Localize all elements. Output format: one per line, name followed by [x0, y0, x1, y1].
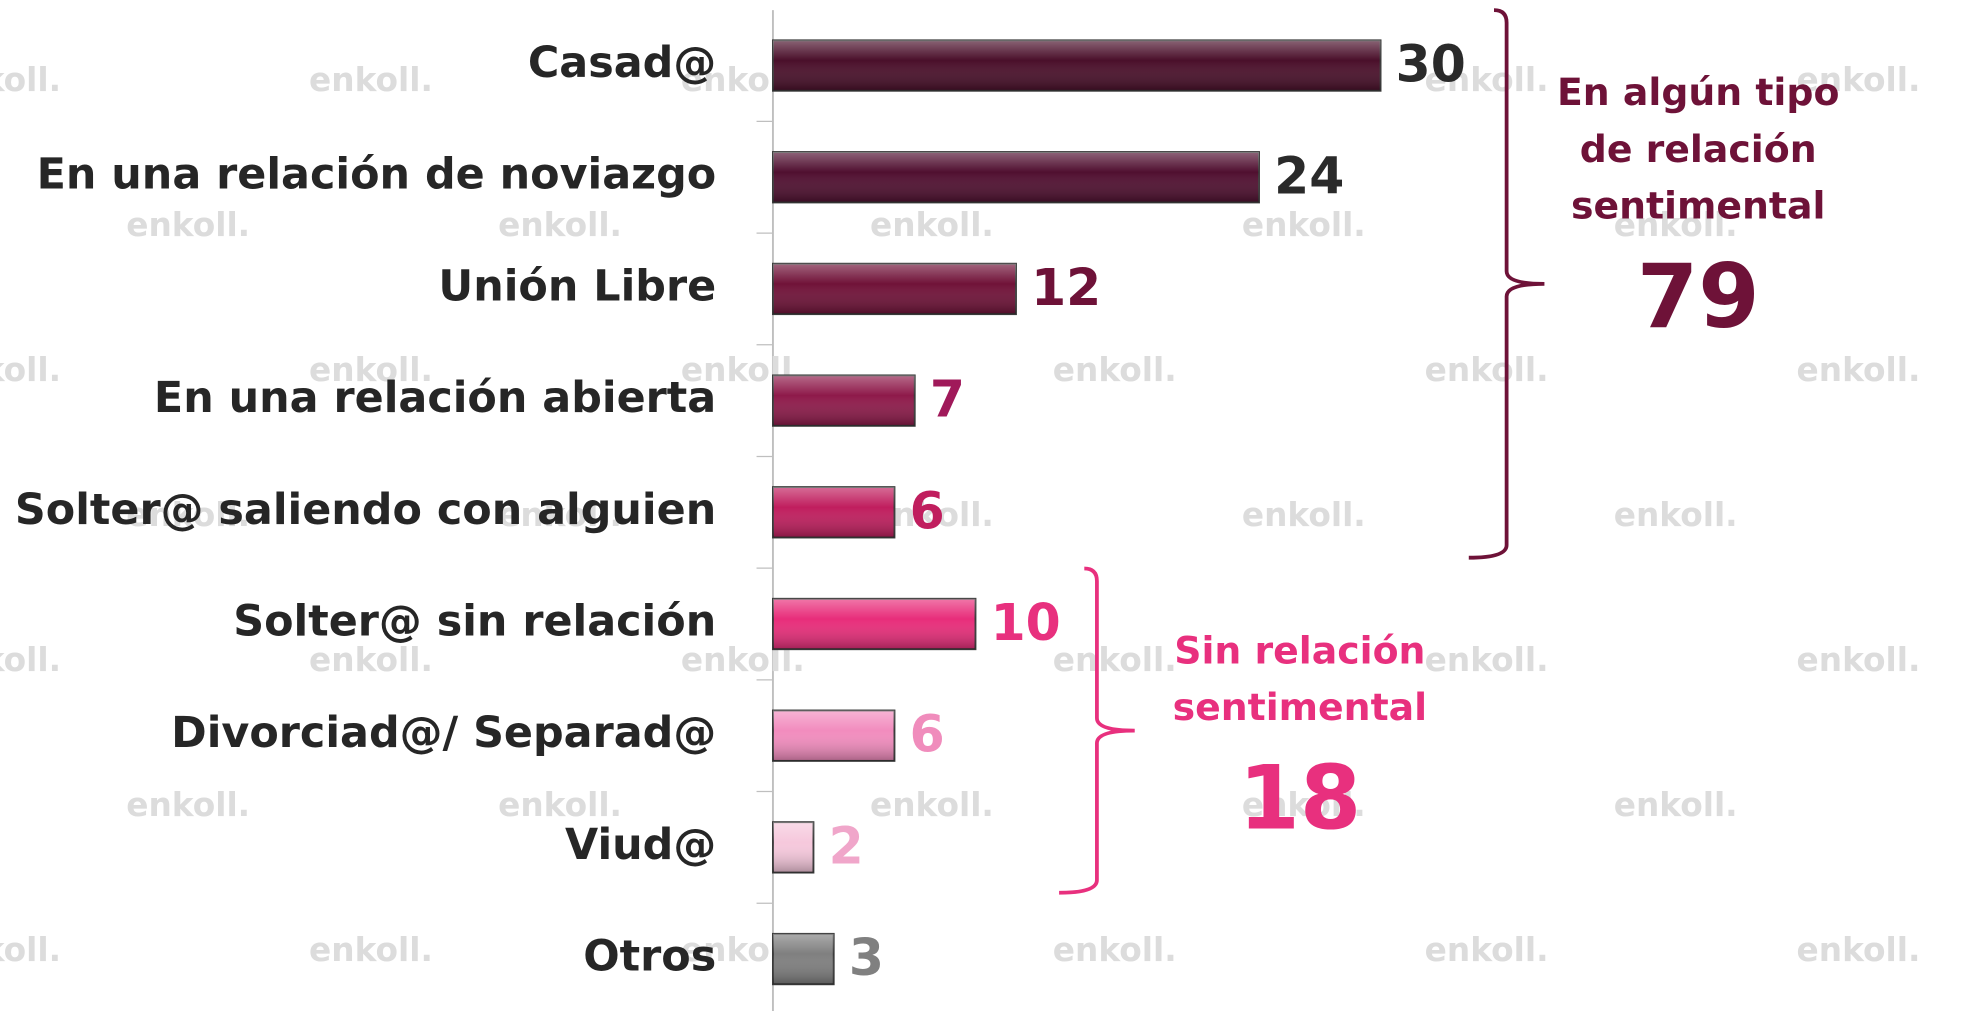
category-label: Unión Libre: [438, 261, 716, 311]
watermark: enkoll.: [0, 931, 61, 969]
watermark: enkoll.: [1242, 786, 1366, 824]
bar-shade: [772, 152, 1260, 203]
watermark: enkoll.: [1425, 351, 1549, 389]
watermark: enkoll.: [498, 786, 622, 824]
category-label: Casad@: [528, 38, 716, 88]
watermark: enkoll.: [1797, 61, 1921, 99]
watermark: enkoll.: [0, 351, 61, 389]
bracket: [1468, 8, 1545, 560]
watermark: enkoll.: [1425, 641, 1549, 679]
watermark: enkoll.: [309, 351, 433, 389]
watermark: enkoll.: [0, 641, 61, 679]
group-total: 18: [1238, 747, 1361, 850]
bar-shade: [772, 40, 1381, 91]
group-label: de relación: [1580, 127, 1817, 171]
bar-shade: [772, 933, 834, 985]
category-label: Otros: [583, 932, 716, 982]
watermark: enkoll.: [309, 61, 433, 99]
category-label: Viud@: [565, 820, 716, 870]
watermark: enkoll.: [1614, 496, 1738, 534]
value-label: 10: [991, 593, 1061, 652]
watermark: enkoll.: [1614, 206, 1738, 244]
watermark: enkoll.: [126, 786, 250, 824]
category-label: En una relación de noviazgo: [37, 150, 717, 200]
watermark: enkoll.: [0, 61, 61, 99]
watermark: enkoll.: [498, 496, 622, 534]
category-label: Solter@ sin relación: [233, 596, 716, 646]
watermark: enkoll.: [1242, 496, 1366, 534]
bar-shade: [772, 263, 1016, 315]
value-label: 24: [1274, 146, 1344, 205]
watermark: enkoll.: [1242, 206, 1366, 244]
watermark: enkoll.: [1425, 931, 1549, 969]
category-label: Divorciad@/ Separad@: [171, 708, 716, 758]
group-label: sentimental: [1571, 183, 1826, 227]
watermark: enkoll.: [498, 206, 622, 244]
group-label: sentimental: [1173, 685, 1428, 729]
value-label: 6: [910, 481, 945, 540]
group-total: 79: [1637, 245, 1760, 348]
watermark: enkoll.: [870, 786, 994, 824]
bar-shade: [772, 487, 895, 538]
value-label: 2: [829, 816, 864, 875]
watermark: enkoll.: [126, 496, 250, 534]
watermark: enkoll.: [1053, 351, 1177, 389]
watermark: enkoll.: [309, 931, 433, 969]
value-label: 7: [930, 370, 965, 429]
bar-shade: [772, 598, 976, 650]
watermark: enkoll.: [1797, 351, 1921, 389]
value-label: 3: [849, 928, 884, 987]
category-label: Solter@ saliendo con alguien: [15, 485, 716, 535]
category-label: En una relación abierta: [154, 373, 716, 423]
bar-shade: [772, 710, 895, 761]
value-label: 30: [1396, 35, 1466, 94]
watermark: enkoll.: [1425, 61, 1549, 99]
bracket: [1059, 566, 1135, 895]
watermark: enkoll.: [1614, 786, 1738, 824]
watermark: enkoll.: [309, 641, 433, 679]
watermark: enkoll.: [126, 206, 250, 244]
watermark: enkoll.: [1053, 641, 1177, 679]
bar-shade: [772, 375, 915, 426]
bar-shade: [772, 822, 814, 873]
value-label: 12: [1031, 258, 1101, 317]
group-label: Sin relación: [1174, 628, 1425, 672]
watermark: enkoll.: [1053, 931, 1177, 969]
watermark: enkoll.: [1797, 931, 1921, 969]
value-label: 6: [910, 705, 945, 764]
watermark: enkoll.: [870, 206, 994, 244]
group-label: En algún tipo: [1557, 70, 1839, 114]
watermark: enkoll.: [1797, 641, 1921, 679]
